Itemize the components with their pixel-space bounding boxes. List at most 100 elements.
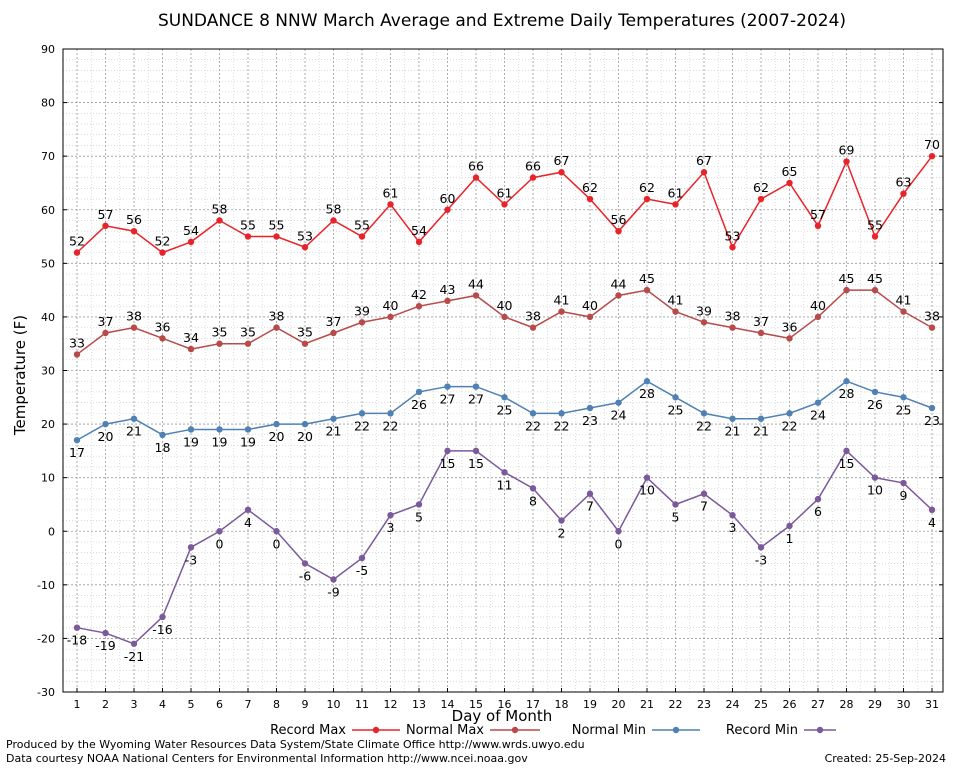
data-point-record-min bbox=[871, 474, 879, 481]
data-point-record-min bbox=[672, 501, 679, 508]
data-point-record-max bbox=[501, 201, 508, 208]
data-label-record-min: 9 bbox=[900, 488, 908, 503]
y-tick-label: 40 bbox=[41, 311, 55, 324]
data-point-record-min bbox=[700, 490, 708, 497]
data-label-record-min: -16 bbox=[152, 622, 172, 637]
data-label-normal-min: 19 bbox=[183, 434, 199, 449]
data-label-record-min: 0 bbox=[615, 536, 623, 551]
data-label-record-max: 56 bbox=[126, 212, 142, 227]
x-tick-label: 28 bbox=[840, 698, 854, 711]
data-point-record-max bbox=[700, 169, 708, 176]
data-label-normal-max: 43 bbox=[440, 282, 456, 297]
series-record-min: -18 -19 -21 -16 -3 0 4 0 -6 -9 -5 3 5 15 15 11 8 2 7 0 10 5 7 3… bbox=[67, 447, 936, 664]
data-point-record-max bbox=[216, 217, 223, 224]
data-label-record-max: 55 bbox=[867, 218, 883, 233]
data-point-record-min bbox=[615, 528, 622, 535]
data-label-record-max: 69 bbox=[839, 143, 855, 158]
y-tick-label: 0 bbox=[48, 525, 55, 538]
data-point-normal-max bbox=[358, 319, 366, 326]
data-point-record-max bbox=[358, 233, 366, 240]
data-label-normal-min: 22 bbox=[525, 418, 541, 433]
footer-data-source: Data courtesy NOAA National Centers for … bbox=[6, 752, 528, 765]
data-label-record-min: -6 bbox=[299, 568, 312, 583]
data-label-normal-min: 25 bbox=[668, 402, 684, 417]
data-point-normal-max bbox=[330, 329, 337, 337]
data-point-record-min bbox=[216, 528, 223, 535]
data-label-normal-min: 27 bbox=[468, 392, 484, 407]
data-point-record-min bbox=[130, 640, 138, 647]
data-point-record-max bbox=[615, 227, 622, 235]
data-label-record-max: 58 bbox=[326, 201, 342, 216]
data-point-normal-max bbox=[900, 308, 907, 315]
data-label-record-min: -3 bbox=[185, 552, 197, 567]
footer-created-date: Created: 25-Sep-2024 bbox=[825, 752, 946, 765]
data-label-record-min: 0 bbox=[273, 536, 281, 551]
data-point-record-min bbox=[415, 501, 423, 508]
series-normal-max: 33 37 38 36 34 35 35 38 35 37 39 40 42 43 44 40 38 41 40 44… bbox=[69, 271, 940, 358]
data-label-record-min: 7 bbox=[586, 499, 594, 514]
data-label-normal-max: 44 bbox=[611, 276, 627, 291]
data-label-normal-max: 44 bbox=[468, 276, 484, 291]
data-point-normal-max bbox=[387, 313, 394, 321]
x-tick-label: 31 bbox=[925, 698, 939, 711]
x-tick-label: 18 bbox=[555, 698, 569, 711]
data-label-normal-min: 25 bbox=[896, 402, 912, 417]
data-point-normal-min bbox=[273, 420, 280, 428]
data-point-normal-min bbox=[330, 415, 337, 422]
x-tick-label: 15 bbox=[469, 698, 483, 711]
x-tick-label: 16 bbox=[498, 698, 512, 711]
data-label-record-min: 15 bbox=[440, 456, 456, 471]
data-label-record-max: 52 bbox=[155, 234, 171, 249]
data-label-record-max: 55 bbox=[269, 218, 285, 233]
data-point-normal-min bbox=[187, 426, 195, 433]
data-label-record-max: 67 bbox=[554, 153, 570, 168]
data-point-record-max bbox=[558, 169, 565, 176]
data-label-record-min: -3 bbox=[755, 552, 767, 567]
data-point-normal-min bbox=[358, 410, 366, 417]
data-point-normal-min bbox=[444, 383, 451, 390]
data-point-record-max bbox=[586, 195, 594, 203]
data-label-record-min: -19 bbox=[95, 638, 115, 653]
data-label-record-min: 4 bbox=[928, 515, 936, 530]
grid bbox=[63, 48, 943, 693]
data-point-normal-max bbox=[928, 324, 936, 331]
legend-label: Normal Max bbox=[406, 723, 484, 738]
data-label-normal-min: 18 bbox=[155, 440, 171, 455]
legend-marker bbox=[511, 726, 519, 734]
data-label-normal-max: 41 bbox=[554, 293, 570, 308]
data-point-record-max bbox=[900, 190, 907, 197]
data-point-record-min bbox=[159, 613, 166, 621]
data-point-record-max bbox=[928, 152, 936, 160]
y-tick-label: 80 bbox=[41, 97, 55, 110]
data-point-record-min bbox=[900, 479, 907, 487]
data-label-normal-min: 28 bbox=[839, 386, 855, 401]
data-point-normal-max bbox=[700, 319, 708, 326]
y-tick-label: 50 bbox=[41, 257, 55, 270]
data-label-normal-max: 40 bbox=[582, 298, 598, 313]
data-label-normal-max: 45 bbox=[639, 271, 655, 286]
data-label-normal-min: 22 bbox=[782, 418, 798, 433]
data-label-record-max: 58 bbox=[212, 201, 228, 216]
x-tick-label: 21 bbox=[640, 698, 654, 711]
x-tick-label: 27 bbox=[811, 698, 825, 711]
data-label-normal-max: 38 bbox=[126, 309, 142, 324]
data-point-normal-min bbox=[244, 426, 252, 433]
data-label-record-max: 56 bbox=[611, 212, 627, 227]
data-point-record-min bbox=[786, 522, 793, 530]
data-label-record-min: -18 bbox=[67, 633, 87, 648]
data-point-normal-min bbox=[843, 378, 850, 385]
data-point-normal-max bbox=[615, 292, 622, 299]
data-label-record-min: 11 bbox=[497, 477, 513, 492]
data-label-normal-min: 17 bbox=[69, 445, 85, 460]
data-point-record-max bbox=[187, 238, 195, 246]
legend-item-record-min: Record Min bbox=[726, 723, 836, 738]
data-label-record-min: 7 bbox=[700, 499, 708, 514]
data-label-normal-max: 40 bbox=[810, 298, 826, 313]
data-label-normal-max: 41 bbox=[668, 293, 684, 308]
data-point-record-max bbox=[472, 174, 480, 181]
y-tick-label: -10 bbox=[37, 579, 55, 592]
data-label-normal-max: 40 bbox=[497, 298, 513, 313]
data-label-normal-min: 22 bbox=[383, 418, 399, 433]
data-point-record-min bbox=[102, 629, 109, 637]
data-label-record-max: 62 bbox=[639, 180, 655, 195]
